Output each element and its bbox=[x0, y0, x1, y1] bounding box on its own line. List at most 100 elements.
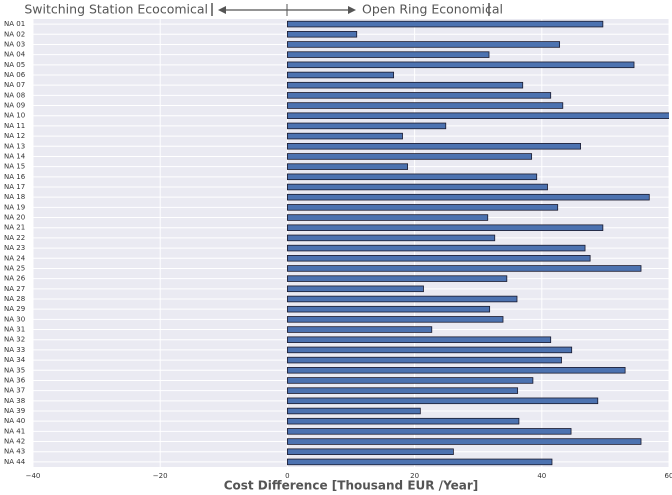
y-tick-label: NA 42 bbox=[4, 438, 25, 446]
y-tick-label: NA 31 bbox=[4, 326, 25, 334]
y-tick-label: NA 24 bbox=[4, 254, 26, 262]
bar bbox=[286, 326, 433, 333]
bar bbox=[286, 71, 395, 79]
y-tick-label: NA 22 bbox=[4, 234, 25, 242]
bar bbox=[286, 20, 604, 28]
bar bbox=[286, 305, 491, 313]
bar bbox=[286, 367, 626, 374]
x-tick-label: 0 bbox=[285, 472, 289, 480]
y-tick-label: NA 16 bbox=[4, 173, 26, 181]
y-tick-label: NA 10 bbox=[4, 112, 25, 120]
y-tick-label: NA 36 bbox=[4, 376, 26, 384]
bar bbox=[286, 122, 447, 130]
bar bbox=[286, 244, 586, 252]
y-tick-label: NA 38 bbox=[4, 397, 25, 405]
bar bbox=[286, 428, 572, 435]
y-tick-label: NA 06 bbox=[4, 71, 26, 79]
bar bbox=[286, 255, 591, 262]
bar bbox=[286, 153, 533, 160]
bar bbox=[286, 377, 534, 384]
bar bbox=[286, 458, 553, 466]
bar bbox=[286, 224, 604, 231]
y-tick-label: NA 26 bbox=[4, 275, 26, 283]
y-tick-label: NA 23 bbox=[4, 244, 25, 252]
bar bbox=[286, 285, 424, 293]
bar bbox=[286, 234, 496, 242]
bar bbox=[286, 92, 552, 99]
bar bbox=[286, 102, 564, 109]
bar bbox=[286, 316, 504, 323]
x-tick-label: 60 bbox=[665, 472, 672, 480]
y-tick-label: NA 02 bbox=[4, 30, 25, 38]
y-tick-label: NA 33 bbox=[4, 346, 25, 354]
y-tick-label: NA 32 bbox=[4, 336, 25, 344]
bar bbox=[286, 275, 508, 282]
bar bbox=[286, 143, 581, 150]
y-tick-label: NA 11 bbox=[4, 122, 25, 130]
y-tick-label: NA 14 bbox=[4, 152, 26, 160]
y-tick-label: NA 05 bbox=[4, 61, 25, 69]
bar bbox=[286, 31, 358, 38]
bar bbox=[286, 163, 409, 170]
y-tick-label: NA 29 bbox=[4, 305, 25, 313]
bar bbox=[286, 356, 562, 364]
y-tick-label: NA 25 bbox=[4, 264, 25, 272]
bars bbox=[286, 20, 669, 466]
bar bbox=[286, 214, 489, 221]
labels: −40 −20 0 20 40 60 NA 01 NA 02 NA 03 NA 04 NA 05 NA… bbox=[4, 20, 672, 480]
y-tick-label: NA 43 bbox=[4, 448, 25, 456]
y-tick-label: NA 03 bbox=[4, 40, 25, 48]
y-tick-label: NA 01 bbox=[4, 20, 25, 28]
y-tick-label: NA 13 bbox=[4, 142, 25, 150]
bar bbox=[286, 346, 573, 354]
y-tick-label: NA 12 bbox=[4, 132, 25, 140]
bar bbox=[286, 41, 561, 48]
bar bbox=[286, 448, 454, 455]
x-tick-label: −20 bbox=[153, 472, 168, 480]
y-tick-label: NA 17 bbox=[4, 183, 25, 191]
bar bbox=[286, 51, 490, 58]
x-tick-label: −40 bbox=[26, 472, 41, 480]
y-tick-label: NA 15 bbox=[4, 163, 25, 171]
annotation: Open Ring Economical bbox=[362, 2, 503, 17]
bar bbox=[286, 336, 552, 343]
y-tick-label: NA 07 bbox=[4, 81, 25, 89]
x-axis-label: Cost Difference [Thousand EUR /Year] bbox=[224, 479, 479, 493]
y-tick-label: NA 30 bbox=[4, 315, 25, 323]
y-tick-label: NA 04 bbox=[4, 51, 26, 59]
bar bbox=[286, 438, 642, 445]
bar bbox=[286, 193, 650, 201]
bar bbox=[286, 204, 559, 211]
bar bbox=[286, 417, 520, 425]
bar bbox=[286, 265, 642, 272]
y-tick-label: NA 40 bbox=[4, 417, 25, 425]
bar bbox=[286, 397, 599, 405]
y-tick-label: NA 39 bbox=[4, 407, 25, 415]
bar bbox=[286, 407, 421, 415]
bar bbox=[286, 295, 518, 303]
x-tick-label: 20 bbox=[410, 472, 419, 480]
bar bbox=[286, 112, 669, 119]
y-tick-label: NA 08 bbox=[4, 91, 25, 99]
y-tick-label: NA 19 bbox=[4, 203, 25, 211]
bar bbox=[286, 173, 538, 181]
y-tick-label: NA 35 bbox=[4, 366, 25, 374]
bar bbox=[286, 387, 519, 394]
y-tick-label: NA 27 bbox=[4, 285, 25, 293]
annotation: Switching Station Ecocomical bbox=[24, 2, 208, 17]
y-tick-label: NA 34 bbox=[4, 356, 26, 364]
y-tick-label: NA 18 bbox=[4, 193, 25, 201]
bar bbox=[286, 61, 635, 69]
bar bbox=[286, 81, 524, 89]
y-tick-label: NA 37 bbox=[4, 387, 25, 395]
bar bbox=[286, 132, 403, 140]
x-tick-label: 40 bbox=[537, 472, 546, 480]
y-tick-label: NA 09 bbox=[4, 102, 25, 110]
y-tick-label: NA 20 bbox=[4, 214, 25, 222]
y-tick-label: NA 21 bbox=[4, 224, 25, 232]
y-tick-label: NA 44 bbox=[4, 458, 26, 466]
y-tick-label: NA 41 bbox=[4, 427, 25, 435]
y-tick-label: NA 28 bbox=[4, 295, 25, 303]
bar bbox=[286, 183, 548, 191]
